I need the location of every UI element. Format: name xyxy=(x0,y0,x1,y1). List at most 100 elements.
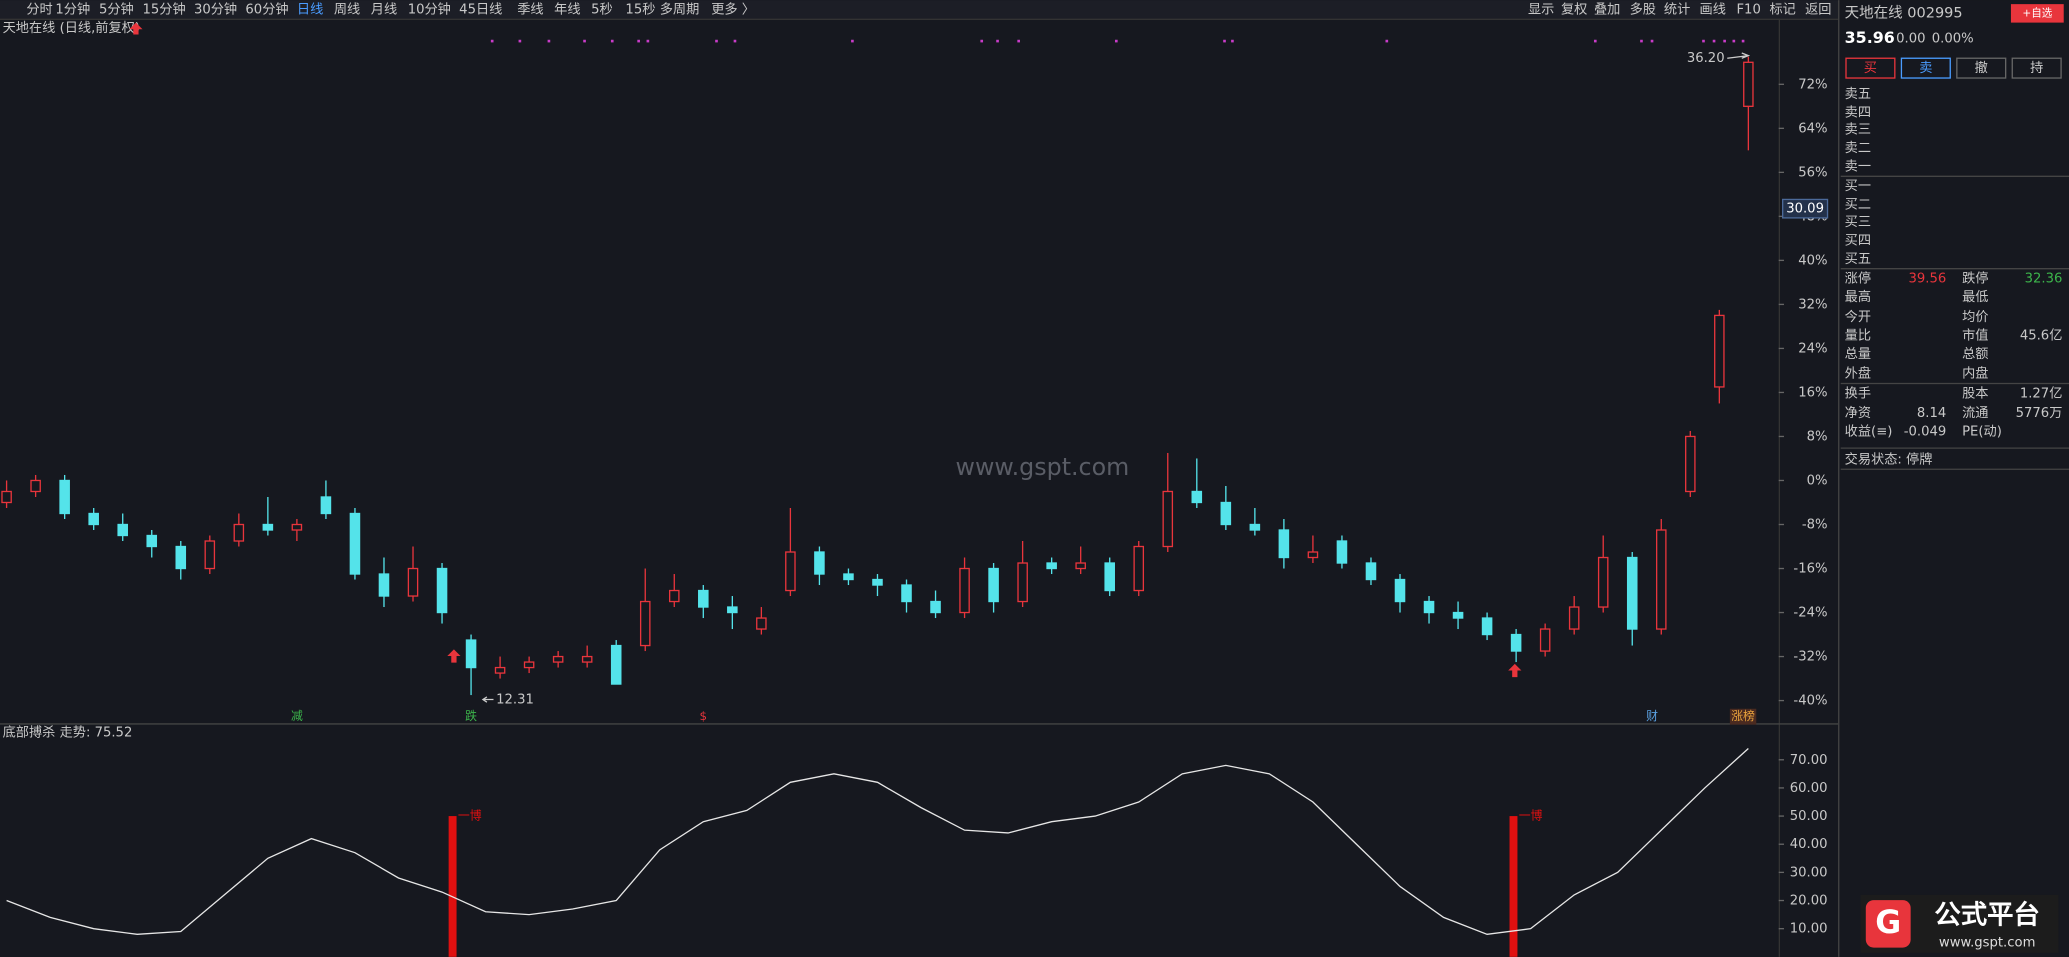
y-tick-label: 16% xyxy=(1798,385,1827,400)
price: 35.96 xyxy=(1845,28,1895,47)
event-dot xyxy=(1712,39,1716,43)
stat-label: 涨停 xyxy=(1845,270,1871,287)
signal-arrow xyxy=(447,649,461,663)
event-label: 涨榜 xyxy=(1731,709,1755,723)
event-label: $ xyxy=(700,709,708,723)
period-tab[interactable]: 分时 xyxy=(26,1,52,17)
trade-btn[interactable]: 卖 xyxy=(1919,60,1932,76)
candle-body xyxy=(349,512,361,575)
period-tab[interactable]: 5秒 xyxy=(591,1,613,17)
trade-status: 交易状态: 停牌 xyxy=(1845,450,1933,467)
period-tab[interactable]: 10分钟 xyxy=(408,0,451,17)
ask-label: 卖四 xyxy=(1845,104,1871,120)
y-tick-label: 60.00 xyxy=(1790,781,1828,796)
y-tick-label: 40% xyxy=(1798,253,1827,268)
candle-body xyxy=(1017,562,1028,603)
trade-btn[interactable]: 持 xyxy=(2030,60,2043,76)
trade-btn-bg[interactable] xyxy=(1845,57,1896,79)
event-dots xyxy=(490,39,1745,43)
y-tick-label: 10.00 xyxy=(1790,922,1828,937)
tool-button[interactable]: 叠加 xyxy=(1594,1,1620,17)
trade-btn-bg[interactable] xyxy=(1956,57,2007,79)
candle-body xyxy=(59,479,70,515)
candle-body xyxy=(1539,628,1551,652)
indicator-title: 底部搏杀 走势: 75.52 xyxy=(3,724,133,741)
cursor-price: 30.09 xyxy=(1786,202,1824,217)
trade-btn-bg[interactable] xyxy=(1900,57,1951,79)
logo-url: www.gspt.com xyxy=(1939,935,2035,950)
candle-body xyxy=(1743,61,1754,107)
stat-label: 均价 xyxy=(1962,309,1988,325)
toolbar[interactable]: 分时 1分钟 5分钟 15分钟 30分钟 60分钟 日线 周线 月线 10分钟 45日线 季线 年线 5秒… xyxy=(26,0,1831,17)
event-dot xyxy=(547,39,551,43)
tool-button[interactable]: 画线 xyxy=(1700,1,1726,17)
event-dot xyxy=(1702,39,1705,43)
add-btn[interactable]: +自选 xyxy=(2022,6,2052,19)
signal-label: 一博 xyxy=(458,809,482,823)
period-tab[interactable]: 45日线 xyxy=(459,1,502,17)
event-dot xyxy=(733,39,737,43)
trade-btn[interactable]: 买 xyxy=(1864,60,1877,76)
tool-button[interactable]: 多股 xyxy=(1630,0,1656,17)
tool-button[interactable]: 返回 xyxy=(1805,1,1831,17)
indicator-chart: 70.00 60.00 50.00 40.00 30.00 20.00 10.00 一博 一博 xyxy=(6,748,1828,957)
cursor-box xyxy=(1782,198,1829,219)
tool-button[interactable]: 显示 xyxy=(1528,2,1554,17)
candle-body xyxy=(1685,435,1696,493)
event-label: 跌 xyxy=(465,709,477,723)
ask-label: 卖三 xyxy=(1845,121,1871,137)
candle-body xyxy=(204,540,216,570)
high-label: 36.20 xyxy=(1687,51,1725,66)
candle-body xyxy=(1133,545,1145,592)
period-tab[interactable]: 15分钟 xyxy=(143,0,186,17)
y-tick-label: 64% xyxy=(1798,121,1827,136)
event-dot xyxy=(1741,39,1745,43)
candle-body xyxy=(756,617,767,630)
period-tab[interactable]: 60分钟 xyxy=(245,0,288,17)
period-tab[interactable]: 5分钟 xyxy=(99,0,134,17)
trade-btn-bg[interactable] xyxy=(2011,57,2062,79)
period-tab[interactable]: 1分钟 xyxy=(55,0,90,17)
event-dot xyxy=(1385,39,1389,43)
period-tab[interactable]: 更多 〉 xyxy=(711,0,755,17)
candle-body xyxy=(262,523,274,531)
event-dot xyxy=(1114,39,1118,43)
stat-label: 今开 xyxy=(1845,309,1871,325)
candle-body xyxy=(1568,606,1580,630)
tool-button[interactable]: 复权 xyxy=(1561,0,1587,17)
bid-label: 买二 xyxy=(1845,197,1871,213)
candle-body xyxy=(930,600,941,614)
trade-btn[interactable]: 撤 xyxy=(1975,59,1988,76)
period-tab[interactable]: 15秒 xyxy=(625,1,655,17)
event-label: 减 xyxy=(291,709,303,723)
tool-button[interactable]: 标记 xyxy=(1769,1,1795,17)
period-tab[interactable]: 季线 xyxy=(517,1,543,17)
stat-label: 总额 xyxy=(1962,346,1988,362)
candle-body xyxy=(1597,556,1609,608)
period-tab[interactable]: 周线 xyxy=(334,1,360,17)
stat-value: 8.14 xyxy=(1917,406,1946,421)
candle-body xyxy=(1452,611,1464,619)
period-tab[interactable]: 30分钟 xyxy=(194,0,237,17)
candle-body xyxy=(1278,529,1290,559)
tool-button[interactable]: 统计 xyxy=(1664,1,1690,17)
add-btn-bg[interactable] xyxy=(2010,4,2064,23)
candle-body xyxy=(1394,578,1406,603)
period-tab[interactable]: 年线 xyxy=(554,1,580,17)
event-dot xyxy=(610,39,614,43)
candle-body xyxy=(872,578,883,586)
quote-panel: 天地在线 002995 +自选 35.96 0.00 0.00% 买 卖 撤 持卖五卖四卖三卖二… xyxy=(1840,4,2069,470)
event-dot xyxy=(637,39,640,43)
candle-body xyxy=(552,655,564,663)
period-tab[interactable]: 日线 xyxy=(297,1,323,17)
period-tab[interactable]: 多周期 xyxy=(660,0,700,17)
ask-label: 卖二 xyxy=(1845,140,1871,156)
candle-body xyxy=(88,512,99,526)
tool-button[interactable]: F10 xyxy=(1736,2,1760,17)
candle-body xyxy=(727,606,738,614)
candle-body xyxy=(175,545,187,570)
candle-body xyxy=(1075,562,1086,570)
period-tab[interactable]: 月线 xyxy=(371,1,397,17)
candle-body xyxy=(901,584,912,603)
